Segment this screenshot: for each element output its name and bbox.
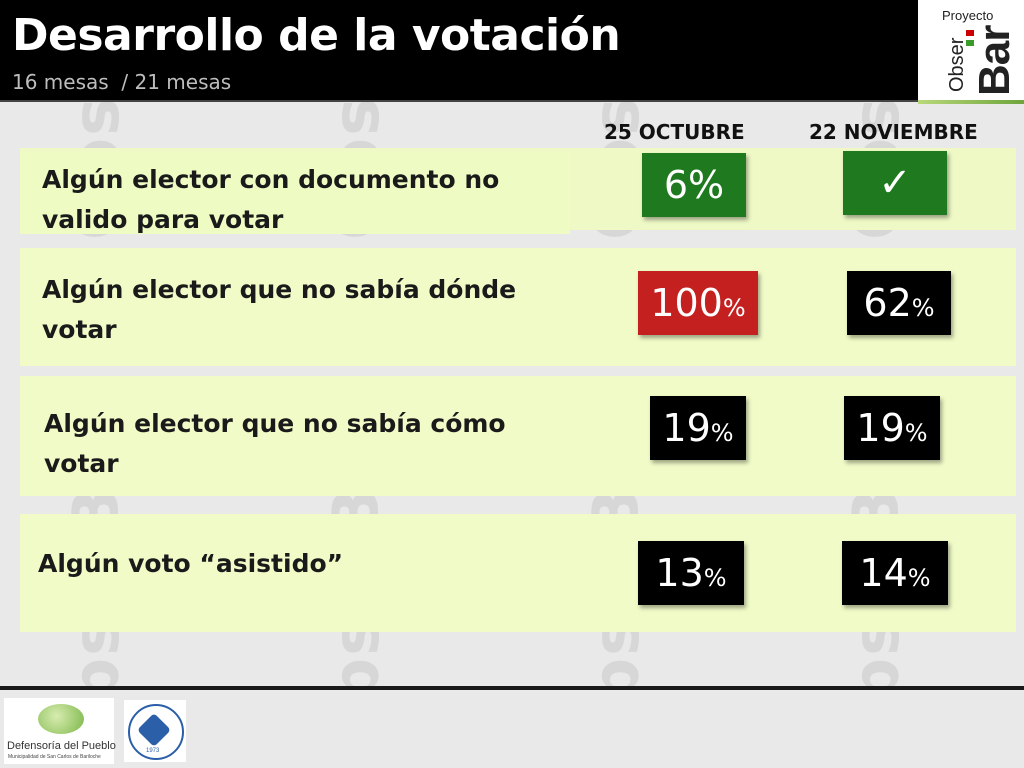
value-box-nov-como-votar: 19% xyxy=(844,396,940,460)
value-box-nov-donde-votar: 62% xyxy=(847,271,951,335)
value-box-oct-voto-asistido: 13% xyxy=(638,541,744,605)
percent-sign: % xyxy=(722,294,746,322)
value-box-nov-documento: ✓ xyxy=(843,151,947,215)
percent-sign: % xyxy=(907,564,931,592)
row-donde-votar-label: Algún elector que no sabía dónde votar xyxy=(42,270,516,350)
obserbar-logo: Proyecto Obser Bar xyxy=(918,0,1024,100)
footer-divider xyxy=(0,686,1024,690)
logo-bar-text: Bar xyxy=(970,25,1019,96)
row-documento-label: Algún elector con documento no valido pa… xyxy=(42,160,499,240)
defensoria-subtitle: Municipalidad de San Carlos de Bariloche xyxy=(8,754,101,760)
row-como-votar-label-line2: votar xyxy=(44,449,119,478)
row-documento-label-line1: Algún elector con documento no xyxy=(42,165,500,194)
header-bar: Desarrollo de la votación 16 mesas / 21 … xyxy=(0,0,918,102)
row-como-votar-label-line1: Algún elector que no sabía cómo xyxy=(44,409,506,438)
row-donde-votar-label-line1: Algún elector que no sabía dónde xyxy=(42,275,517,304)
university-year: 1973 xyxy=(146,748,160,754)
percent-sign: % xyxy=(904,419,928,447)
value-oct-voto-asistido: 13 xyxy=(655,551,704,595)
value-nov-como-votar: 19 xyxy=(856,406,905,450)
column-header-oct: 25 OCTUBRE xyxy=(604,120,745,144)
value-box-oct-donde-votar: 100% xyxy=(638,271,758,335)
percent-sign: % xyxy=(703,564,727,592)
value-nov-voto-asistido: 14 xyxy=(859,551,908,595)
header-accent-line xyxy=(918,100,1024,104)
row-documento-label-line2: valido para votar xyxy=(42,205,284,234)
logo-green-accent xyxy=(966,40,974,46)
row-como-votar-label: Algún elector que no sabía cómo votar xyxy=(44,404,506,484)
page-title: Desarrollo de la votación xyxy=(12,10,621,61)
university-logo: 1973 xyxy=(124,700,186,762)
logo-proyecto-text: Proyecto xyxy=(942,8,994,23)
value-oct-donde-votar: 100 xyxy=(650,281,723,325)
defensoria-name: Defensoría del Pueblo xyxy=(7,740,116,752)
row-donde-votar-label-line2: votar xyxy=(42,315,117,344)
value-box-oct-como-votar: 19% xyxy=(650,396,746,460)
page-subtitle: 16 mesas / 21 mesas xyxy=(12,70,232,94)
value-nov-donde-votar: 62 xyxy=(863,281,912,325)
check-icon: ✓ xyxy=(878,160,912,206)
row-voto-asistido-label: Algún voto “asistido” xyxy=(38,549,344,578)
logo-red-accent xyxy=(966,30,974,36)
percent-sign: % xyxy=(911,294,935,322)
value-box-nov-voto-asistido: 14% xyxy=(842,541,948,605)
percent-sign: % xyxy=(710,419,734,447)
university-seal-icon xyxy=(128,704,184,760)
column-header-nov: 22 NOVIEMBRE xyxy=(809,120,978,144)
value-box-oct-documento: 6% xyxy=(642,153,746,217)
row-documento-label-bg xyxy=(20,152,570,234)
defensoria-mark-icon xyxy=(38,704,84,734)
defensoria-logo: Defensoría del Pueblo Municipalidad de S… xyxy=(4,698,116,764)
value-oct-documento: 6% xyxy=(663,163,725,207)
value-oct-como-votar: 19 xyxy=(662,406,711,450)
